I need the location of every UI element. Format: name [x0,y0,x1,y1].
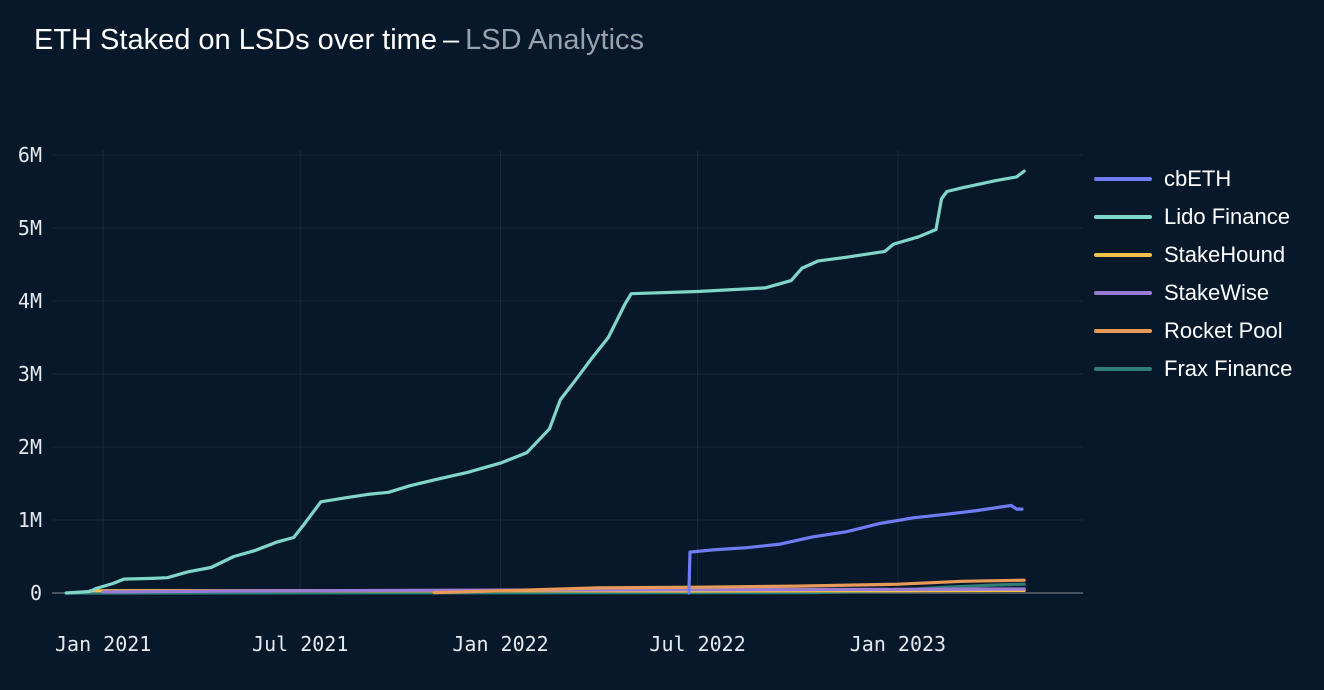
legend-label: StakeWise [1164,280,1270,305]
legend-item-rocket-pool[interactable]: Rocket Pool [1094,312,1292,350]
legend-swatch [1094,329,1152,333]
y-tick-label: 3M [18,362,42,386]
legend: cbETH Lido Finance StakeHound StakeWise Rock… [1094,160,1292,388]
legend-swatch [1094,253,1152,257]
legend-item-lido-finance[interactable]: Lido Finance [1094,198,1292,236]
x-tick-label: Jan 2021 [55,632,151,656]
y-tick-label: 0 [30,581,42,605]
x-tick-label: Jan 2022 [452,632,548,656]
series-lines [64,169,1026,595]
x-tick-label: Jul 2021 [252,632,348,656]
y-tick-label: 2M [18,435,42,459]
legend-label: cbETH [1164,166,1232,191]
y-axis: 0 1M 2M 3M 4M 5M 6M [18,143,42,605]
legend-swatch [1094,367,1152,371]
legend-label: Frax Finance [1164,356,1293,381]
series-line-stakewise[interactable] [101,587,1026,594]
chart-subtitle: LSD Analytics [465,24,645,56]
legend-label: StakeHound [1164,242,1286,267]
legend-label: Lido Finance [1164,204,1290,229]
y-tick-label: 4M [18,289,42,313]
legend-swatch [1094,177,1152,181]
series-line-cbeth[interactable] [687,503,1024,595]
y-tick-label: 1M [18,508,42,532]
legend-swatch [1094,215,1152,219]
y-tick-label: 6M [18,143,42,167]
x-axis: Jan 2021 Jul 2021 Jan 2022 Jul 2022 Jan 2023 [55,632,946,656]
chart-title-bar: ETH Staked on LSDs over time – LSD Analyti… [34,24,644,57]
legend-item-stakewise[interactable]: StakeWise [1094,274,1292,312]
x-tick-label: Jan 2023 [850,632,946,656]
legend-item-stakehound[interactable]: StakeHound [1094,236,1292,274]
legend-swatch [1094,291,1152,295]
grid-lines [52,150,1083,593]
legend-item-cbeth[interactable]: cbETH [1094,160,1292,198]
title-separator: – [442,24,460,56]
series-line-rocket-pool[interactable] [432,578,1026,595]
y-tick-label: 5M [18,216,42,240]
legend-item-frax-finance[interactable]: Frax Finance [1094,350,1292,388]
chart-title: ETH Staked on LSDs over time [34,24,437,56]
legend-label: Rocket Pool [1164,318,1283,343]
x-tick-label: Jul 2022 [649,632,745,656]
series-line-lido-finance[interactable] [64,169,1026,595]
